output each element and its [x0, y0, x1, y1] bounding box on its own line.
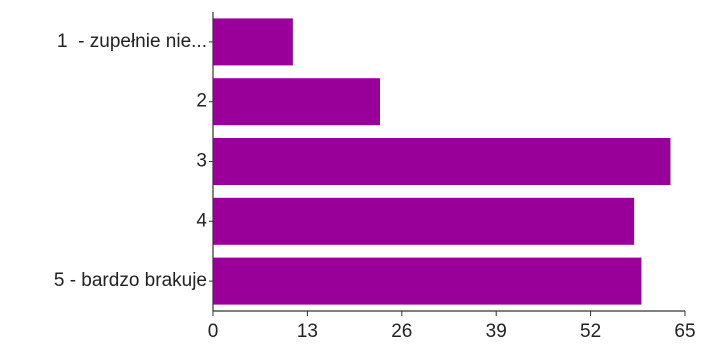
bar-3 — [213, 138, 671, 185]
x-tick-label-65: 65 — [674, 321, 695, 342]
category-label-3: 3 — [196, 151, 207, 172]
category-label-5: 5 - bardzo brakuje — [54, 270, 207, 291]
category-labels-group: 1 - zupełnie nie... 2 3 4 5 - bardzo brakuje — [54, 31, 213, 291]
category-label-1: 1 - zupełnie nie... — [57, 31, 207, 52]
category-label-4: 4 — [196, 210, 207, 231]
bar-2 — [213, 78, 381, 126]
bars-group — [213, 18, 671, 305]
bar-1 — [213, 18, 293, 66]
x-tick-label-26: 26 — [391, 321, 412, 342]
x-tick-label-52: 52 — [580, 321, 601, 342]
category-label-2: 2 — [196, 91, 207, 112]
x-tick-label-0: 0 — [208, 321, 219, 342]
bar-5 — [213, 257, 642, 305]
x-ticks-group: 0 13 26 39 52 65 — [208, 311, 696, 342]
x-tick-label-39: 39 — [486, 321, 507, 342]
x-tick-label-13: 13 — [297, 321, 318, 342]
bar-4 — [213, 197, 635, 245]
